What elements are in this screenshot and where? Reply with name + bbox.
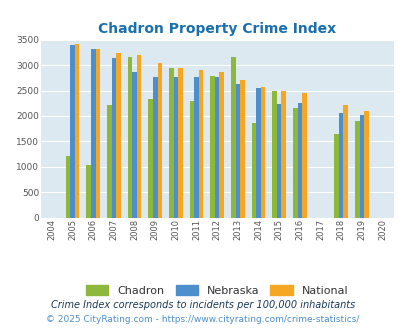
Bar [91,49,95,218]
Bar [66,156,70,218]
Bar [95,49,100,218]
Bar [260,87,265,218]
Bar [157,63,162,218]
Bar [219,72,224,218]
Bar [210,76,214,218]
Bar [292,108,297,218]
Bar [281,91,285,218]
Bar [301,93,306,218]
Bar [272,90,276,218]
Text: Crime Index corresponds to incidents per 100,000 inhabitants: Crime Index corresponds to incidents per… [51,300,354,310]
Legend: Chadron, Nebraska, National: Chadron, Nebraska, National [81,280,352,300]
Bar [178,68,182,218]
Bar [168,68,173,218]
Bar [235,84,239,218]
Bar [128,57,132,218]
Bar [251,122,256,218]
Bar [239,80,244,218]
Bar [86,165,91,218]
Bar [230,57,235,218]
Bar [198,70,203,218]
Bar [343,105,347,218]
Bar [359,115,363,218]
Bar [256,88,260,218]
Title: Chadron Property Crime Index: Chadron Property Crime Index [98,22,335,36]
Bar [338,113,343,218]
Bar [70,45,75,218]
Bar [116,53,120,218]
Bar [132,72,136,218]
Bar [276,104,281,218]
Text: © 2025 CityRating.com - https://www.cityrating.com/crime-statistics/: © 2025 CityRating.com - https://www.city… [46,315,359,324]
Bar [214,77,219,218]
Bar [136,55,141,218]
Bar [148,99,153,218]
Bar [297,103,301,218]
Bar [354,120,359,218]
Bar [363,111,368,218]
Bar [153,77,157,218]
Bar [194,77,198,218]
Bar [75,44,79,218]
Bar [333,134,338,218]
Bar [107,105,111,218]
Bar [189,101,194,218]
Bar [173,77,178,218]
Bar [111,58,116,218]
